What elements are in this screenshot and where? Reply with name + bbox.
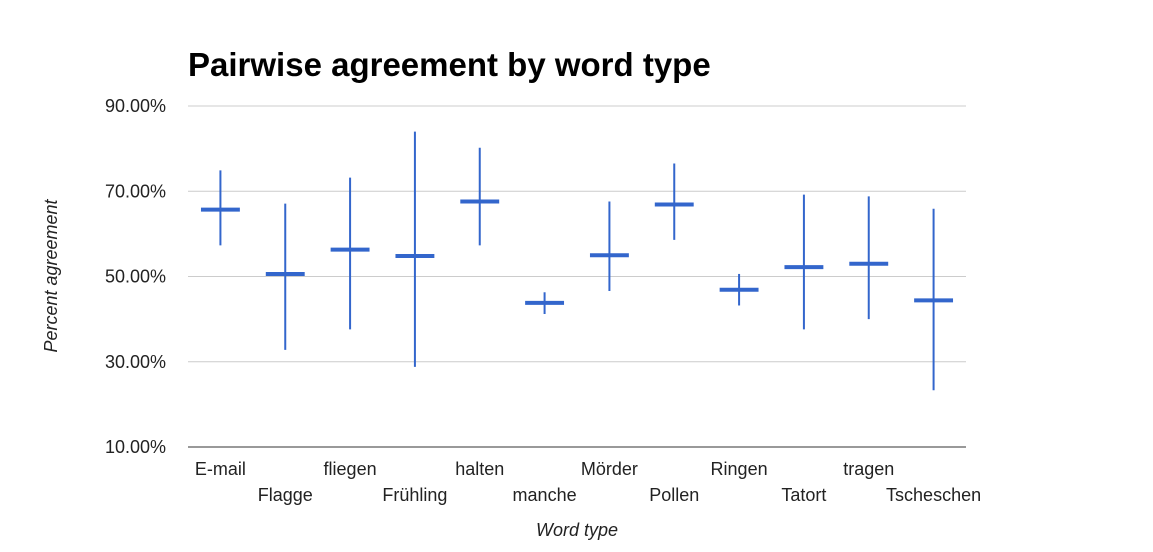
y-tick-label: 50.00% (105, 267, 166, 287)
x-tick-label: Flagge (258, 485, 313, 505)
x-tick-label: tragen (843, 459, 894, 479)
y-axis-ticks: 10.00% 30.00% 50.00% 70.00% 90.00% (105, 96, 166, 457)
y-tick-label: 70.00% (105, 181, 166, 201)
x-tick-label: Tatort (781, 485, 826, 505)
x-tick-label: Mörder (581, 459, 638, 479)
x-tick-label: Frühling (382, 485, 447, 505)
x-tick-label: Pollen (649, 485, 699, 505)
gridlines (188, 105, 966, 448)
chart-title: Pairwise agreement by word type (188, 46, 711, 83)
y-tick-label: 30.00% (105, 352, 166, 372)
x-tick-label: Ringen (711, 459, 768, 479)
x-tick-label: manche (513, 485, 577, 505)
y-tick-label: 90.00% (105, 96, 166, 116)
x-tick-label: Tscheschen (886, 485, 981, 505)
y-tick-label: 10.00% (105, 437, 166, 457)
x-axis-label: Word type (536, 520, 618, 540)
y-axis-label: Percent agreement (41, 198, 61, 352)
chart-marks (200, 131, 954, 391)
x-tick-label: halten (455, 459, 504, 479)
x-tick-label: fliegen (324, 459, 377, 479)
x-tick-label: E-mail (195, 459, 246, 479)
